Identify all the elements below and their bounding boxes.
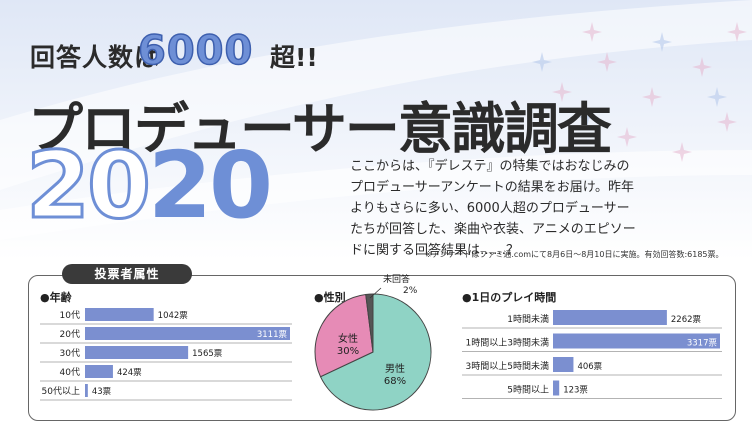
bar-value-label: 43票	[92, 387, 112, 397]
pie-label-female: 女性	[338, 332, 358, 345]
pie-slice-noanswer	[365, 293, 374, 353]
category-label: 3時間以上5時間未満	[466, 360, 549, 372]
bar-value-label: 123票	[563, 386, 588, 396]
pie-slice-female	[314, 293, 374, 378]
pie-label-male: 男性	[385, 362, 405, 375]
category-label: 30代	[60, 348, 80, 359]
category-label: 1時間以上3時間未満	[466, 337, 549, 349]
pie-label-female-percent: 30%	[337, 346, 359, 357]
pie-label-noanswer-percent: 2%	[403, 286, 418, 296]
pie-label-male-percent: 68%	[384, 376, 406, 387]
category-label: 5時間以上	[507, 385, 549, 396]
playtime-chart-title: ●1日のプレイ時間	[462, 291, 557, 304]
pie-label-noanswer: 未回答	[383, 273, 410, 285]
year-title: 2020	[24, 138, 273, 233]
bar	[85, 384, 88, 397]
bar-value-label: 2262票	[671, 315, 702, 325]
bar	[553, 333, 720, 349]
age-chart-title: ●年齢	[40, 291, 72, 304]
section-tag: 投票者属性	[62, 264, 192, 284]
category-label: 10代	[60, 310, 80, 321]
year-filled-part: 20	[148, 132, 273, 239]
lead-text-prefix: 回答人数は	[30, 43, 161, 72]
page-title: プロデューサー意識調査	[28, 97, 612, 161]
bar-value-label: 1042票	[158, 311, 189, 321]
bar	[85, 365, 113, 378]
category-label: 40代	[60, 367, 80, 378]
category-label: 1時間未満	[507, 313, 549, 325]
pie-slice-male	[319, 293, 432, 411]
respondent-count-highlight: 6000	[137, 27, 254, 75]
survey-note: ※アンケートはファミ通.comにて8月6日〜8月10日に実施。有効回答数:618…	[425, 250, 724, 259]
pie-leader-line	[369, 287, 382, 299]
intro-paragraph: ここからは、『デレステ』の特集ではおなじみのプロデューサーアンケートの結果をお届…	[350, 159, 636, 258]
bar	[85, 346, 189, 359]
bar	[553, 357, 574, 372]
bar	[553, 310, 667, 325]
bar-value-label: 3111票	[257, 330, 288, 340]
bar-value-label: 424票	[117, 368, 142, 378]
bar-value-label: 3317票	[687, 339, 718, 349]
year-outline-part: 20	[24, 132, 152, 239]
category-label: 20代	[60, 329, 80, 340]
lead-text-suffix: 超!!	[270, 43, 318, 72]
gender-chart-title: ●性別	[314, 291, 346, 304]
category-label: 50代以上	[42, 386, 80, 397]
bar-value-label: 406票	[577, 362, 602, 372]
bar-value-label: 1565票	[192, 349, 223, 359]
bar	[85, 327, 290, 340]
bar	[85, 308, 154, 321]
bar	[553, 380, 560, 396]
